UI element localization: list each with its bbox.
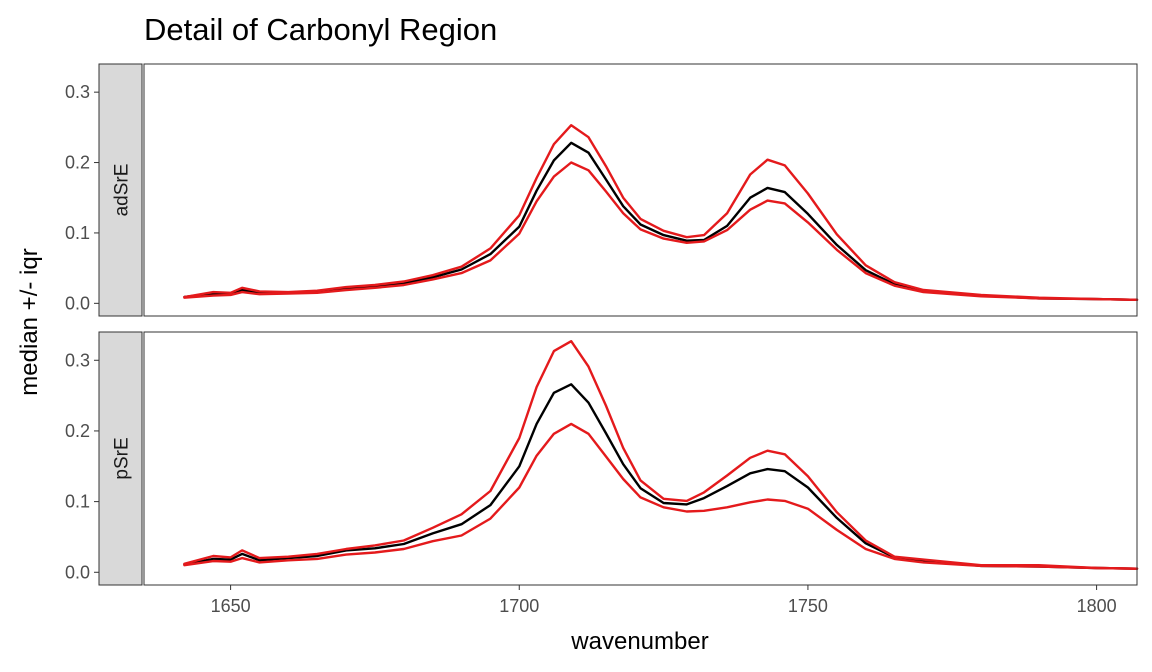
- series-line-median: [183, 383, 1139, 570]
- series-line-lower: [183, 161, 1139, 301]
- y-tick-label: 0.2: [65, 421, 90, 441]
- x-tick-label: 1750: [788, 596, 828, 616]
- panel-background: [144, 332, 1137, 585]
- x-axis: 1650 1700 1750 1800: [211, 585, 1117, 616]
- x-tick-label: 1800: [1077, 596, 1117, 616]
- y-tick-label: 0.3: [65, 350, 90, 370]
- y-tick-label: 0.1: [65, 223, 90, 243]
- panel-pSrE: pSrE 0.0 0.1 0.2 0.3: [65, 331, 1139, 586]
- series-line-upper: [183, 340, 1139, 570]
- y-tick-label: 0.3: [65, 82, 90, 102]
- facet-strip-label: pSrE: [112, 437, 133, 479]
- panel-border: [143, 331, 1138, 586]
- facet-strip: [98, 331, 143, 586]
- panel-adSrE: adSrE 0.0 0.1 0.2 0.3: [65, 63, 1139, 317]
- chart-panels: adSrE 0.0 0.1 0.2 0.3 pSrE 0.0 0.1 0.2 0.3: [65, 63, 1139, 586]
- series-line-lower: [183, 422, 1139, 570]
- panel-border: [143, 63, 1138, 317]
- facet-strip: [98, 63, 143, 317]
- panel-background: [144, 64, 1137, 316]
- facet-strip-label: adSrE: [112, 164, 133, 217]
- y-tick-label: 0.1: [65, 492, 90, 512]
- y-tick-label: 0.0: [65, 562, 90, 582]
- chart-title: Detail of Carbonyl Region: [144, 12, 497, 47]
- y-tick-label: 0.0: [65, 293, 90, 313]
- x-tick-label: 1650: [211, 596, 251, 616]
- y-axis-label: median +/- iqr: [16, 248, 43, 395]
- x-axis-label: wavenumber: [570, 628, 708, 655]
- y-tick-label: 0.2: [65, 153, 90, 173]
- series-line-upper: [183, 123, 1139, 301]
- x-tick-label: 1700: [499, 596, 539, 616]
